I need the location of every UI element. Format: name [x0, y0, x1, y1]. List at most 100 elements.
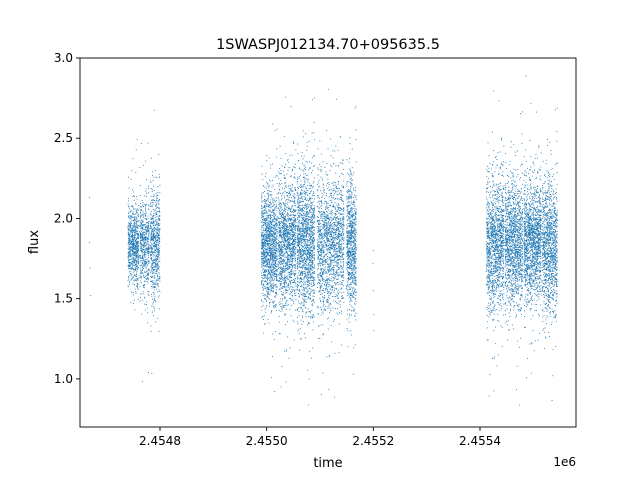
data-point	[142, 228, 143, 230]
data-point	[279, 168, 280, 170]
data-point	[266, 278, 267, 280]
data-point	[272, 240, 274, 241]
data-point	[311, 255, 313, 257]
data-point	[262, 251, 264, 253]
data-point	[151, 188, 153, 190]
data-point	[278, 243, 280, 245]
data-point	[289, 287, 291, 289]
data-point	[132, 235, 134, 237]
data-point	[266, 279, 268, 281]
data-point	[135, 242, 137, 244]
data-point	[262, 301, 264, 303]
data-point	[133, 208, 135, 210]
data-point	[270, 222, 272, 224]
data-point	[139, 300, 141, 302]
data-point	[312, 255, 314, 257]
data-point	[134, 215, 136, 217]
data-point	[272, 272, 274, 273]
data-point	[278, 171, 280, 173]
data-point	[302, 258, 304, 260]
data-point	[285, 268, 287, 270]
data-point	[284, 237, 285, 238]
data-point	[281, 263, 283, 265]
data-point	[280, 254, 282, 256]
data-point	[151, 269, 153, 271]
data-point	[270, 277, 272, 279]
data-point	[129, 259, 131, 260]
data-point	[269, 220, 271, 222]
data-point	[295, 299, 297, 300]
data-point	[145, 229, 147, 231]
data-point	[304, 183, 306, 185]
data-point	[262, 248, 264, 250]
data-point	[272, 258, 274, 260]
data-point	[152, 232, 154, 234]
data-point	[314, 266, 316, 268]
data-point	[260, 280, 262, 282]
data-point	[273, 209, 274, 211]
data-point	[141, 263, 143, 265]
data-point	[279, 251, 281, 253]
data-point	[294, 274, 296, 276]
data-point	[270, 283, 272, 285]
data-point	[267, 292, 269, 294]
data-point	[142, 247, 144, 248]
data-point	[269, 271, 270, 273]
data-point	[277, 221, 279, 223]
data-point	[286, 236, 288, 238]
data-point	[284, 176, 286, 178]
data-point	[298, 284, 300, 286]
data-point	[137, 283, 139, 285]
data-point	[288, 244, 290, 246]
data-point	[135, 232, 137, 234]
data-point	[267, 244, 269, 246]
data-point	[145, 231, 147, 233]
data-point	[278, 224, 280, 226]
data-point	[284, 200, 286, 202]
data-point	[282, 192, 284, 194]
data-point	[140, 265, 142, 267]
data-point	[263, 192, 264, 194]
data-point	[286, 231, 288, 233]
data-point	[159, 192, 161, 194]
data-point	[135, 270, 137, 271]
data-point	[143, 236, 145, 238]
data-point	[140, 143, 142, 144]
data-point	[153, 287, 155, 289]
data-point	[267, 273, 269, 275]
data-point	[159, 291, 161, 293]
data-point	[266, 219, 268, 221]
data-point	[154, 220, 156, 222]
data-point	[268, 233, 270, 234]
data-point	[276, 260, 278, 261]
data-point	[263, 230, 265, 232]
data-point	[312, 347, 314, 349]
data-point	[147, 237, 149, 239]
data-point	[302, 218, 304, 220]
data-point	[154, 109, 156, 111]
data-point	[271, 203, 273, 205]
data-point	[293, 217, 295, 219]
data-point	[292, 301, 294, 302]
data-point	[311, 215, 313, 217]
data-point	[261, 253, 262, 255]
data-point	[285, 96, 287, 98]
data-point	[291, 255, 293, 257]
data-point	[263, 235, 265, 237]
data-point	[296, 218, 298, 220]
data-point	[147, 249, 149, 251]
data-point	[127, 286, 129, 288]
data-point	[147, 238, 149, 240]
data-point	[293, 286, 295, 288]
data-point	[294, 253, 296, 255]
data-point	[272, 231, 274, 233]
data-point	[278, 207, 280, 209]
data-point	[291, 190, 293, 192]
data-point	[288, 193, 289, 195]
data-point	[131, 236, 133, 238]
data-point	[262, 200, 264, 202]
data-point	[147, 261, 149, 262]
data-point	[279, 233, 281, 235]
data-point	[284, 188, 285, 190]
data-point	[137, 233, 139, 235]
